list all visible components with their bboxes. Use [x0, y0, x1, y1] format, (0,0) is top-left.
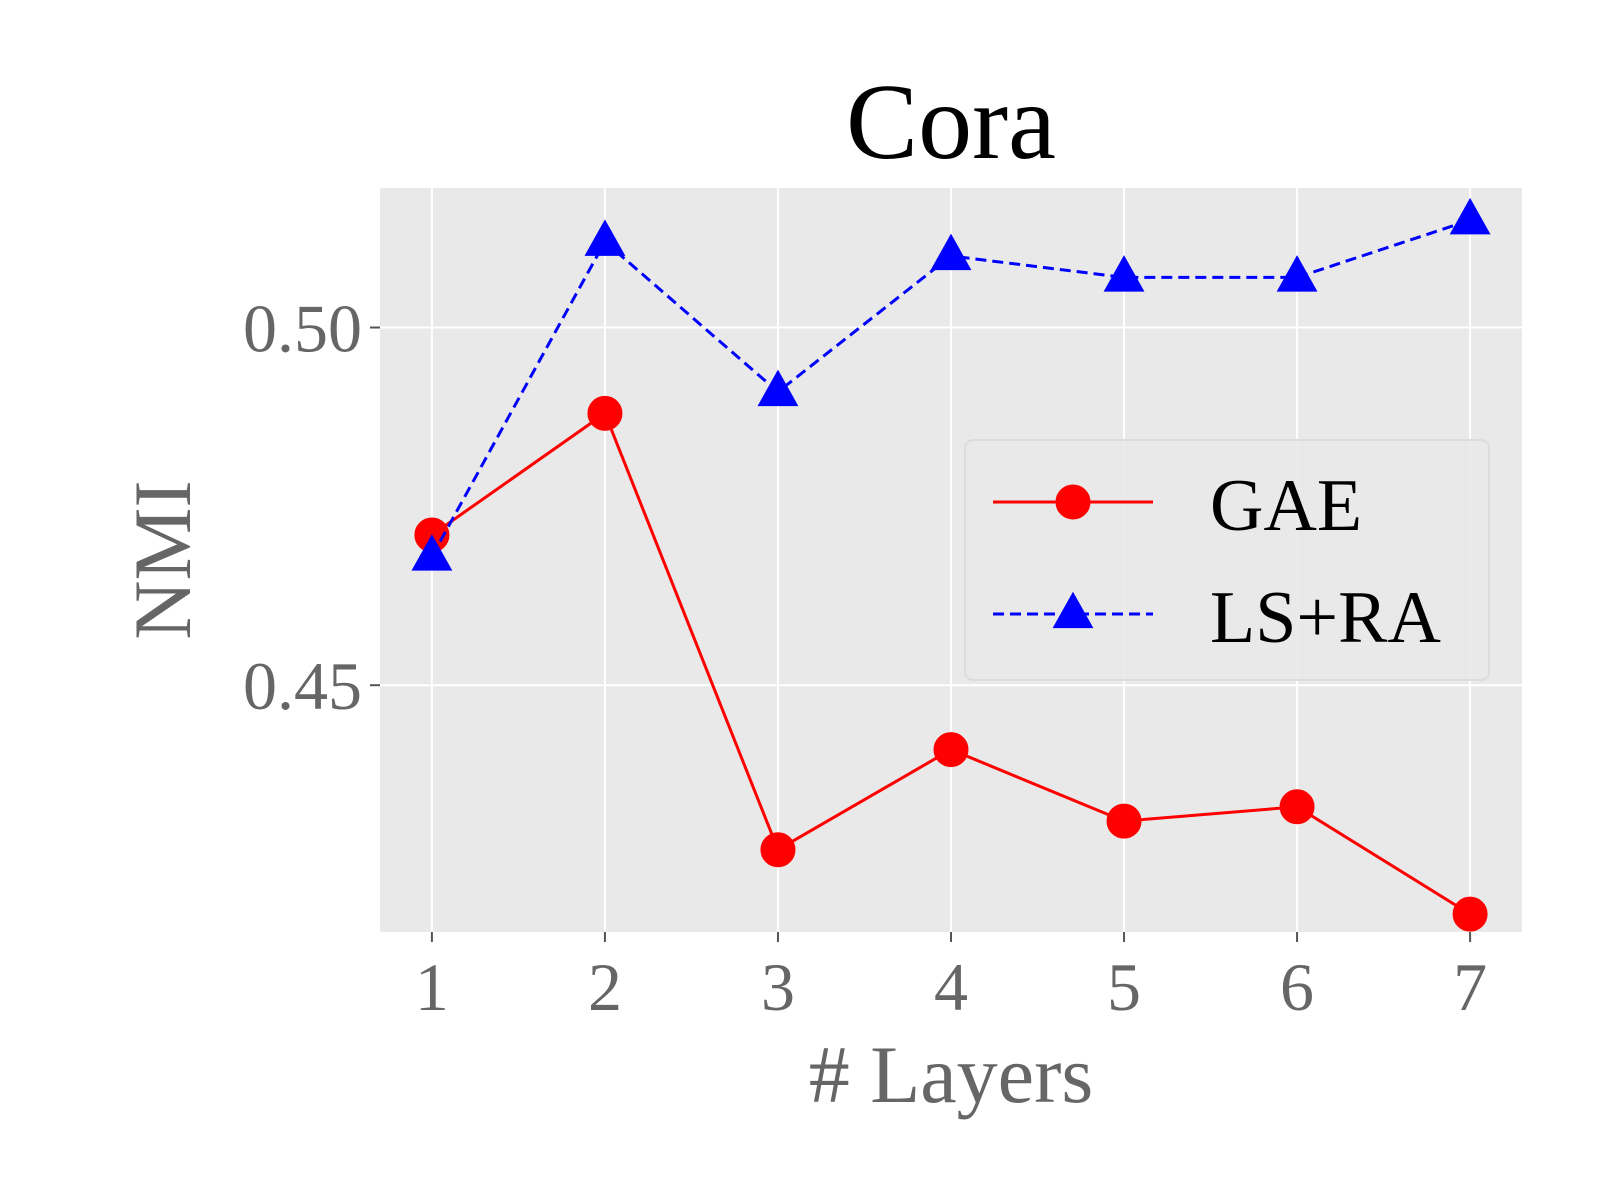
data-point-gae-2	[587, 395, 623, 431]
data-point-gae-3	[760, 832, 796, 868]
series-ls-ra	[411, 197, 1491, 571]
x-tick-label: 5	[1107, 949, 1141, 1025]
data-point-gae-5	[1106, 803, 1142, 839]
data-point-ls-ra-5	[1103, 255, 1145, 292]
y-axis-label: NMI	[117, 480, 208, 639]
data-point-ls-ra-2	[584, 219, 626, 256]
data-point-ls-ra-7	[1449, 197, 1491, 235]
series-layer	[411, 197, 1491, 932]
legend-box	[964, 439, 1490, 681]
x-axis-label: # Layers	[809, 1029, 1094, 1120]
legend-label-ls-ra: LS+RA	[1210, 577, 1441, 659]
chart-title: Cora	[846, 63, 1056, 182]
y-tick-label: 0.50	[243, 291, 362, 367]
axes: 1 2 3 4 5 6 7 0.45 0.50	[243, 291, 1487, 1026]
y-tick-label: 0.45	[243, 648, 362, 724]
x-tick-label: 4	[934, 949, 968, 1025]
x-tick-label: 3	[761, 949, 795, 1025]
legend-marker-ls-ra	[1052, 591, 1094, 629]
data-point-gae-7	[1452, 896, 1488, 932]
data-point-ls-ra-4	[930, 233, 972, 271]
data-point-ls-ra-6	[1276, 255, 1318, 292]
x-tick-label: 2	[588, 949, 622, 1025]
legend-item-gae: GAE	[993, 465, 1362, 547]
legend-label-gae: GAE	[1210, 465, 1362, 547]
x-tick-label: 1	[415, 949, 449, 1025]
x-tick-label: 6	[1280, 949, 1314, 1025]
data-point-ls-ra-1	[411, 534, 453, 571]
data-point-gae-4	[933, 732, 969, 768]
data-point-gae-6	[1279, 789, 1315, 825]
legend: GAE LS+RA	[964, 439, 1490, 681]
data-point-ls-ra-3	[757, 369, 799, 407]
legend-marker-gae	[1055, 484, 1091, 520]
series-gae	[414, 395, 1488, 932]
x-tick-label: 7	[1453, 949, 1487, 1025]
legend-item-ls-ra: LS+RA	[993, 577, 1441, 659]
